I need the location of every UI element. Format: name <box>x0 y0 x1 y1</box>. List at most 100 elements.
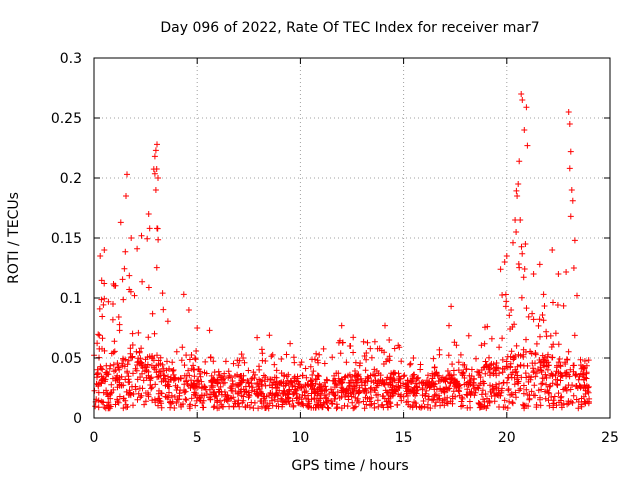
data-point <box>151 366 158 373</box>
data-point <box>126 272 133 279</box>
data-point <box>538 381 545 387</box>
data-point <box>221 370 228 377</box>
data-point <box>107 390 114 397</box>
data-point <box>283 351 290 358</box>
data-point <box>141 368 148 375</box>
data-point <box>501 397 508 404</box>
data-point <box>520 353 527 360</box>
data-point <box>495 387 502 394</box>
data-point <box>431 371 438 378</box>
data-point <box>293 390 300 397</box>
data-point <box>275 398 281 405</box>
data-point <box>577 356 584 363</box>
data-point <box>248 376 255 382</box>
data-point <box>360 338 367 345</box>
data-point <box>572 372 579 379</box>
data-point <box>159 290 166 297</box>
data-point <box>383 376 390 383</box>
data-point <box>350 349 357 356</box>
data-points <box>91 91 593 412</box>
data-point <box>536 357 543 363</box>
data-point <box>245 391 252 398</box>
data-point <box>568 398 574 405</box>
data-point <box>529 360 536 367</box>
data-point <box>577 383 584 390</box>
data-point <box>552 376 559 383</box>
data-point <box>258 403 265 410</box>
data-point <box>313 376 320 383</box>
data-point <box>238 392 245 399</box>
data-point <box>581 382 588 388</box>
data-point <box>139 370 145 377</box>
data-point <box>97 363 104 370</box>
data-point <box>167 374 174 381</box>
data-point <box>387 403 394 410</box>
data-point <box>290 391 297 398</box>
data-point <box>551 393 558 400</box>
data-point <box>508 307 515 313</box>
data-point <box>127 288 134 295</box>
data-point <box>181 372 188 379</box>
data-point <box>532 350 539 356</box>
data-point <box>260 372 267 379</box>
data-point <box>516 387 523 394</box>
data-point <box>227 384 234 391</box>
data-point <box>568 187 575 193</box>
data-point <box>473 355 479 362</box>
data-point <box>207 354 214 361</box>
data-point <box>283 373 290 380</box>
data-point <box>360 398 367 405</box>
data-point <box>273 385 279 392</box>
data-point <box>110 386 117 393</box>
data-point <box>123 193 129 199</box>
data-point <box>154 141 160 148</box>
data-point <box>240 355 247 361</box>
data-point <box>334 389 341 395</box>
data-point <box>192 356 199 363</box>
data-point <box>102 376 109 383</box>
data-point <box>342 373 349 380</box>
data-point <box>520 402 527 409</box>
data-point <box>256 363 262 370</box>
data-point <box>267 390 274 396</box>
data-point <box>302 365 309 372</box>
data-point <box>512 369 519 376</box>
data-point <box>169 368 176 374</box>
data-point <box>114 364 121 371</box>
data-point <box>498 389 505 396</box>
data-point <box>186 403 193 410</box>
data-point <box>419 386 426 393</box>
data-point <box>129 383 135 390</box>
data-point <box>127 345 134 352</box>
data-point <box>176 390 183 397</box>
data-point <box>368 394 375 401</box>
data-point <box>278 370 285 377</box>
data-point <box>585 357 592 364</box>
data-point <box>550 400 557 407</box>
data-point <box>96 305 103 312</box>
data-point <box>179 344 186 351</box>
data-point <box>284 391 291 398</box>
data-point <box>190 362 197 369</box>
data-point <box>452 393 459 400</box>
data-point <box>539 312 546 318</box>
data-point <box>236 403 243 410</box>
data-point <box>419 392 426 399</box>
data-point <box>155 395 162 402</box>
data-point <box>542 395 549 402</box>
data-point <box>183 397 190 403</box>
data-point <box>405 398 411 405</box>
data-point <box>455 367 462 374</box>
data-point <box>362 367 369 374</box>
data-point <box>188 395 195 402</box>
data-point <box>242 403 249 410</box>
data-point <box>507 326 514 332</box>
data-point <box>562 359 568 366</box>
data-point <box>481 340 488 347</box>
data-point <box>446 322 452 329</box>
data-point <box>455 359 462 366</box>
data-point <box>567 148 574 155</box>
data-point <box>459 402 466 409</box>
data-point <box>548 344 555 350</box>
